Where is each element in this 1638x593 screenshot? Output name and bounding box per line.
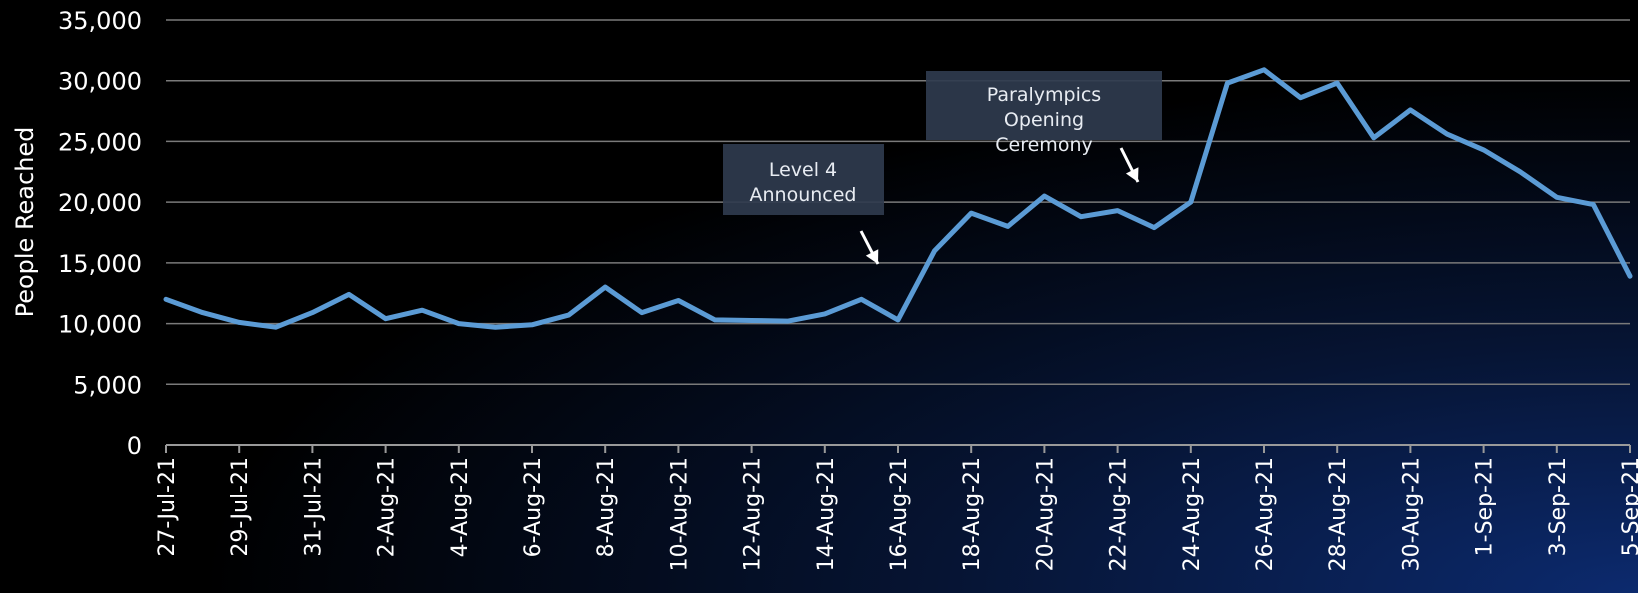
x-tick-label: 14-Aug-21 <box>814 457 839 571</box>
annotation-box <box>723 144 884 215</box>
x-tick-label: 6-Aug-21 <box>521 457 546 557</box>
x-axis: 27-Jul-21 29-Jul-21 31-Jul-21 2-Aug-21 4-Aug… <box>155 444 1638 571</box>
y-tick-label: 10,000 <box>58 311 142 339</box>
x-tick-label: 16-Aug-21 <box>887 457 912 571</box>
x-tick-label: 31-Jul-21 <box>301 457 326 557</box>
annotation-arrow-head <box>865 249 879 264</box>
series-layer <box>163 67 1633 330</box>
x-tick-label: 3-Sep-21 <box>1546 457 1571 556</box>
annotation-text: Ceremony <box>995 134 1092 156</box>
annotation-text: Level 4 <box>769 159 837 181</box>
y-tick-label: 35,000 <box>58 7 142 35</box>
annotation-box <box>926 71 1162 140</box>
annotation-text: Announced <box>750 184 857 206</box>
gridlines <box>166 19 1630 386</box>
x-tick-label: 2-Aug-21 <box>375 457 400 557</box>
annotations: Level 4 Announced Paralympics Opening Ceremo… <box>723 71 1162 265</box>
x-tick-label: 27-Jul-21 <box>155 457 180 557</box>
y-axis-label: People Reached <box>11 127 39 318</box>
x-tick-label: 12-Aug-21 <box>741 457 766 571</box>
x-tick-label: 10-Aug-21 <box>667 457 692 571</box>
x-tick-label: 26-Aug-21 <box>1253 457 1278 571</box>
x-tick-label: 24-Aug-21 <box>1180 457 1205 571</box>
y-tick-label: 20,000 <box>58 189 142 217</box>
y-tick-label: 0 <box>127 432 142 460</box>
y-tick-label: 5,000 <box>73 371 142 399</box>
x-tick-label: 4-Aug-21 <box>448 457 473 557</box>
y-tick-label: 30,000 <box>58 68 142 96</box>
annotation-text: Paralympics <box>987 84 1101 106</box>
x-tick-label: 22-Aug-21 <box>1107 457 1132 571</box>
x-tick-label: 20-Aug-21 <box>1033 457 1058 571</box>
x-tick-label: 28-Aug-21 <box>1326 457 1351 571</box>
x-tick-label: 29-Jul-21 <box>228 457 253 557</box>
y-tick-label: 15,000 <box>58 250 142 278</box>
y-tick-label: 25,000 <box>58 128 142 156</box>
x-tick-label: 18-Aug-21 <box>960 457 985 571</box>
annotation-arrow-head <box>1125 167 1139 182</box>
x-tick-label: 5-Sep-21 <box>1619 457 1638 556</box>
series-line <box>163 67 1633 330</box>
annotation-text: Opening <box>1004 109 1084 131</box>
x-tick-label: 30-Aug-21 <box>1399 457 1424 571</box>
x-tick-label: 8-Aug-21 <box>594 457 619 557</box>
x-tick-label: 1-Sep-21 <box>1473 457 1498 556</box>
y-axis-ticks: 0 5,000 10,000 15,000 20,000 25,000 30,000 35,0… <box>58 7 142 460</box>
